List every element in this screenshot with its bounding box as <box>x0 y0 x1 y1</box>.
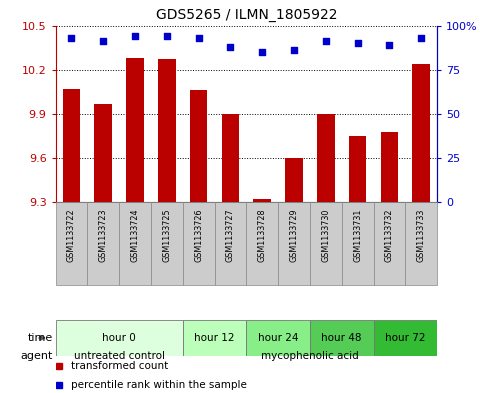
Text: GSM1133733: GSM1133733 <box>417 208 426 262</box>
Text: GSM1133728: GSM1133728 <box>258 208 267 262</box>
Text: GSM1133731: GSM1133731 <box>353 208 362 262</box>
Point <box>417 35 425 41</box>
Bar <box>246 320 310 356</box>
Bar <box>183 320 246 356</box>
Bar <box>151 202 183 285</box>
Title: GDS5265 / ILMN_1805922: GDS5265 / ILMN_1805922 <box>156 8 337 22</box>
Bar <box>126 58 144 202</box>
Bar <box>214 202 246 285</box>
Text: untreated control: untreated control <box>73 351 165 361</box>
Bar <box>254 200 271 202</box>
Bar <box>278 202 310 285</box>
Point <box>258 49 266 55</box>
Text: hour 0: hour 0 <box>102 333 136 343</box>
Text: hour 12: hour 12 <box>194 333 235 343</box>
Bar <box>373 202 405 285</box>
Bar <box>310 202 342 285</box>
Text: GSM1133725: GSM1133725 <box>162 208 171 262</box>
Bar <box>405 202 437 285</box>
Point <box>227 44 234 50</box>
Text: agent: agent <box>21 351 53 361</box>
Point <box>99 39 107 45</box>
Text: GSM1133732: GSM1133732 <box>385 208 394 262</box>
Text: transformed count: transformed count <box>71 361 168 371</box>
Bar <box>56 320 183 356</box>
Bar <box>412 64 430 202</box>
Text: GSM1133730: GSM1133730 <box>321 208 330 262</box>
Bar <box>87 202 119 285</box>
Bar <box>63 89 80 202</box>
Text: GSM1133722: GSM1133722 <box>67 208 76 262</box>
Bar <box>56 202 87 285</box>
Point <box>195 35 202 41</box>
Point <box>322 39 330 45</box>
Point <box>68 35 75 41</box>
Bar <box>222 114 239 202</box>
Text: GSM1133727: GSM1133727 <box>226 208 235 262</box>
Bar <box>381 132 398 202</box>
Text: GSM1133724: GSM1133724 <box>130 208 140 262</box>
Bar <box>95 104 112 202</box>
Bar <box>246 202 278 285</box>
Point <box>131 33 139 39</box>
Text: GSM1133726: GSM1133726 <box>194 208 203 262</box>
Text: hour 48: hour 48 <box>322 333 362 343</box>
Bar <box>183 202 214 285</box>
Bar <box>285 158 303 202</box>
Bar <box>119 202 151 285</box>
Text: GSM1133729: GSM1133729 <box>289 208 298 262</box>
Point <box>385 42 393 48</box>
Point <box>163 33 170 39</box>
Text: GSM1133723: GSM1133723 <box>99 208 108 262</box>
Text: hour 24: hour 24 <box>258 333 298 343</box>
Bar <box>349 136 367 202</box>
Bar <box>310 320 373 356</box>
Text: hour 72: hour 72 <box>385 333 426 343</box>
Point <box>290 47 298 53</box>
Bar <box>317 114 335 202</box>
Bar <box>190 90 207 202</box>
Bar <box>373 320 437 356</box>
Text: mycophenolic acid: mycophenolic acid <box>261 351 359 361</box>
Point <box>354 40 361 46</box>
Bar <box>342 202 373 285</box>
Text: time: time <box>28 333 53 343</box>
Text: percentile rank within the sample: percentile rank within the sample <box>71 380 247 390</box>
Bar <box>158 59 176 202</box>
